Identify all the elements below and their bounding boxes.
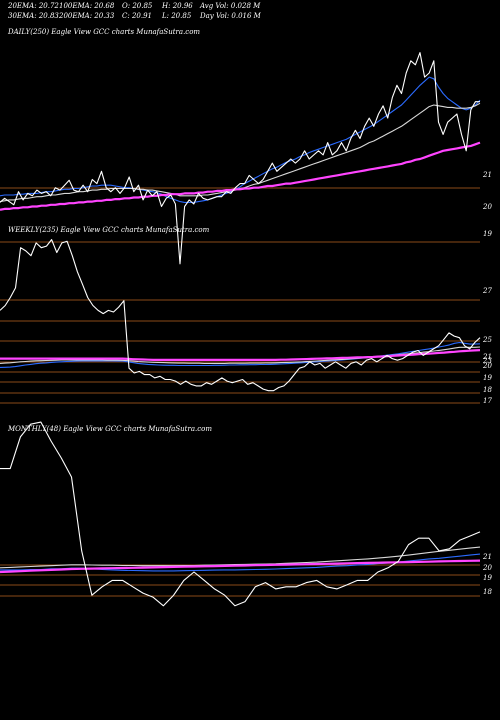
monthly-price-line xyxy=(0,421,481,607)
daily-y-tick-label: 19 xyxy=(483,230,492,238)
monthly-ema-long-line xyxy=(0,559,481,574)
weekly-ema-short-line xyxy=(0,341,481,368)
weekly-y-tick-label: 19 xyxy=(483,374,492,382)
weekly-y-tick-label: 23 xyxy=(482,357,492,365)
monthly-y-tick-label: 18 xyxy=(483,588,492,596)
monthly-y-tick-label: 20 xyxy=(482,564,492,572)
close-readout: C: 20.91 xyxy=(122,12,152,20)
ema30-readout: 30EMA: 20.83 xyxy=(8,12,59,20)
ema100-readout: 100EMA: 20.68 xyxy=(59,2,115,10)
ema200-readout: 200EMA: 20.33 xyxy=(59,12,115,20)
high-readout: H: 20.96 xyxy=(162,2,193,10)
weekly-price-line xyxy=(0,239,481,392)
monthly-panel-label: MONTHLY(48) Eagle View GCC charts Munafa… xyxy=(7,425,212,433)
monthly-y-tick-label: 19 xyxy=(483,574,492,582)
avgvol-readout: Avg Vol: 0.028 M xyxy=(200,2,261,10)
low-readout: L: 20.85 xyxy=(162,12,192,20)
daily-ema-long-line xyxy=(0,141,481,211)
weekly-panel-label: WEEKLY(235) Eagle View GCC charts Munafa… xyxy=(8,226,210,234)
monthly-y-tick-label: 21 xyxy=(482,553,492,561)
daily-price-line xyxy=(0,52,480,265)
weekly-y-tick-label: 25 xyxy=(482,336,492,344)
weekly-y-tick-label: 18 xyxy=(483,386,492,394)
open-readout: O: 20.85 xyxy=(122,2,153,10)
weekly-y-tick-label: 27 xyxy=(482,287,492,295)
weekly-ema-long-line xyxy=(0,349,481,361)
daily-panel-label: DAILY(250) Eagle View GCC charts MunafaS… xyxy=(7,28,200,36)
daily-ema-short-line xyxy=(0,76,481,203)
daily-y-tick-label: 21 xyxy=(482,171,492,179)
dayvol-readout: Day Vol: 0.016 M xyxy=(200,12,261,20)
ema20-readout: 20EMA: 20.72 xyxy=(8,2,59,10)
weekly-y-tick-label: 21 xyxy=(482,353,492,361)
weekly-y-tick-label: 17 xyxy=(483,397,492,405)
daily-y-tick-label: 20 xyxy=(482,203,492,211)
weekly-y-tick-label: 20 xyxy=(482,362,492,370)
